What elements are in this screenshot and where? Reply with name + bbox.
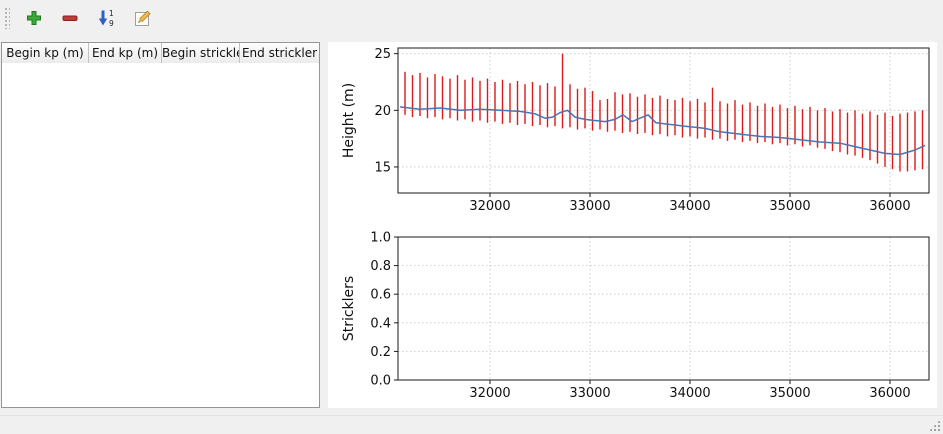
- window-resize-grip[interactable]: [928, 419, 941, 432]
- column-header-begin-strickler[interactable]: Begin strickler: [162, 43, 240, 63]
- svg-text:32000: 32000: [469, 386, 510, 401]
- add-row-button[interactable]: [20, 4, 48, 32]
- sort-rows-button[interactable]: 1 9: [92, 4, 120, 32]
- svg-text:36000: 36000: [869, 199, 910, 214]
- height-profile-chart: 32000 33000 34000 35000 36000 15 20 25 Height (m…: [341, 47, 930, 214]
- svg-text:0.2: 0.2: [370, 345, 391, 360]
- stricklers-chart: 32000 33000 34000 35000 36000 0.0 0.2 0.4 0.6 0.8…: [341, 231, 930, 401]
- svg-text:1.0: 1.0: [370, 231, 391, 246]
- svg-text:Height (m): Height (m): [341, 83, 357, 158]
- plus-icon: [27, 11, 41, 25]
- toolbar: 1 9: [0, 0, 943, 36]
- svg-text:0.6: 0.6: [370, 288, 391, 303]
- svg-text:9: 9: [109, 19, 114, 28]
- column-header-end-strickler[interactable]: End strickler: [241, 46, 318, 60]
- svg-text:35000: 35000: [769, 199, 810, 214]
- minus-icon: [62, 15, 78, 21]
- table-body-empty[interactable]: [2, 63, 319, 407]
- svg-text:34000: 34000: [669, 386, 710, 401]
- svg-text:33000: 33000: [569, 199, 610, 214]
- strickler-table: Begin kp (m) End kp (m) Begin strickler …: [1, 42, 320, 408]
- svg-text:32000: 32000: [469, 199, 510, 214]
- edit-pencil-icon: [134, 10, 151, 26]
- sort-ascending-icon: 1 9: [98, 9, 114, 28]
- column-header-end-kp[interactable]: End kp (m): [89, 43, 162, 63]
- svg-text:15: 15: [374, 160, 391, 175]
- remove-row-button[interactable]: [56, 4, 84, 32]
- svg-text:20: 20: [374, 104, 391, 119]
- svg-text:Stricklers: Stricklers: [341, 276, 357, 341]
- edit-row-button[interactable]: [128, 4, 156, 32]
- svg-text:35000: 35000: [769, 386, 810, 401]
- svg-text:0.8: 0.8: [370, 259, 391, 274]
- svg-text:25: 25: [374, 47, 391, 62]
- svg-text:0.4: 0.4: [370, 316, 391, 331]
- svg-text:0.0: 0.0: [370, 374, 391, 389]
- toolbar-drag-handle[interactable]: [4, 7, 10, 29]
- column-header-begin-kp[interactable]: Begin kp (m): [2, 43, 89, 63]
- table-header-row: Begin kp (m) End kp (m) Begin strickler …: [2, 43, 319, 64]
- charts-panel: 32000 33000 34000 35000 36000 15 20 25 Height (m…: [328, 42, 937, 408]
- status-bar: [0, 415, 943, 434]
- svg-text:33000: 33000: [569, 386, 610, 401]
- svg-text:36000: 36000: [869, 386, 910, 401]
- svg-text:34000: 34000: [669, 199, 710, 214]
- svg-text:1: 1: [109, 9, 114, 18]
